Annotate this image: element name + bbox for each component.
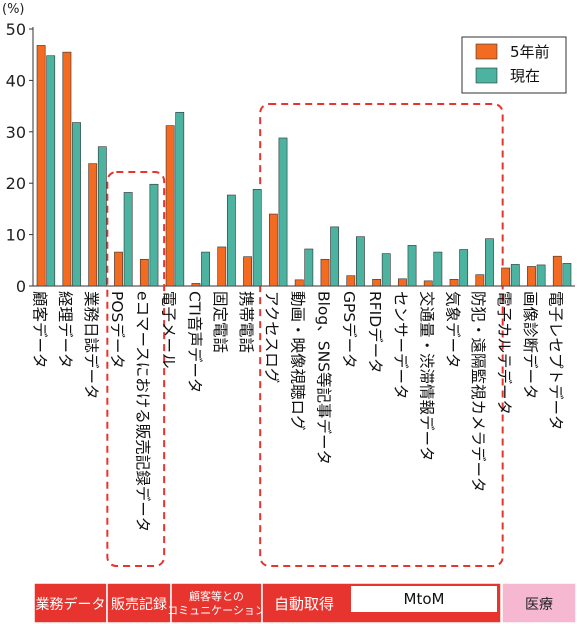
x-tick-label: 電子カルテデータ xyxy=(495,291,514,415)
bar-5年前-eコマースにおける販売記録データ xyxy=(139,258,149,287)
x-tick-label: 顧客データ xyxy=(30,291,49,369)
x-tick-label: センサーデータ xyxy=(392,291,411,400)
unit-label: (%) xyxy=(2,2,25,17)
group-box-販売記録 xyxy=(106,582,172,624)
bar-現在-電子レセプトデータ xyxy=(562,263,572,287)
legend-label-5年前: 5年前 xyxy=(510,43,550,61)
x-tick-label: 業務日誌データ xyxy=(82,291,101,400)
group-box-顧客等とのコミュニケーション xyxy=(170,582,263,624)
highlight-box-販売記録 xyxy=(106,171,166,567)
bar-現在-動画・映像視聴ログ xyxy=(304,248,314,287)
bar-5年前-経理データ xyxy=(62,51,72,287)
group-label-line: コミュニケーション xyxy=(167,604,266,617)
bar-現在-電子カルテデータ xyxy=(510,264,520,287)
bar-現在-アクセスログ xyxy=(278,137,288,287)
y-tick-label: 20 xyxy=(6,174,26,193)
bar-5年前-交通量・渋滞情報データ xyxy=(423,280,433,287)
bar-5年前-携帯電話 xyxy=(243,256,252,287)
bar-現在-POSデータ xyxy=(123,192,133,287)
bar-5年前-センサーデータ xyxy=(398,278,407,287)
x-tick-labels: 顧客データ 経理データ 業務日誌データ POSデータ eコマースにおける販売記録データ電… xyxy=(30,291,565,532)
bar-5年前-RFIDデータ xyxy=(372,279,382,287)
subgroup-label: MtoM xyxy=(404,590,445,608)
legend-swatch-現在 xyxy=(475,67,498,84)
bar-現在-防犯・遠隔監視カメラデータ xyxy=(485,238,494,287)
group-box-医療 xyxy=(501,582,577,624)
highlight-boxes xyxy=(106,103,504,567)
y-tick-label: 0 xyxy=(16,277,26,296)
bar-現在-電子メール xyxy=(175,111,185,287)
bar-現在-固定電話 xyxy=(226,194,236,287)
subgroup-box-MtoM xyxy=(351,586,497,612)
x-tick-label: 防犯・遠隔監視カメラデータ xyxy=(469,291,488,493)
bar-5年前-GPSデータ xyxy=(346,275,356,287)
y-tick-label: 30 xyxy=(6,123,26,142)
x-tick-label: GPSデータ xyxy=(340,291,359,369)
bar-現在-センサーデータ xyxy=(407,245,417,287)
bar-現在-GPSデータ xyxy=(356,236,365,287)
x-tick-label: eコマースにおける販売記録データ xyxy=(134,291,153,532)
axes: 0 10 20 30 40 50 (%) xyxy=(2,2,575,296)
x-tick-label: 経理データ xyxy=(56,291,75,369)
bar-現在-画像診断データ xyxy=(536,264,546,287)
bar-5年前-CTI音声データ xyxy=(191,283,201,287)
group-label: 販売記録 xyxy=(111,596,167,613)
x-tick-label: 気象データ xyxy=(443,291,462,369)
bar-現在-Blog、SNS等記事データ xyxy=(330,226,340,287)
bar-5年前-電子メール xyxy=(165,125,175,287)
bar-5年前-電子レセプトデータ xyxy=(552,255,562,287)
bar-5年前-防犯・遠隔監視カメラデータ xyxy=(475,274,485,287)
group-label: 医療 xyxy=(525,596,553,613)
bar-5年前-POSデータ xyxy=(114,251,123,287)
bar-5年前-動画・映像視聴ログ xyxy=(294,279,304,287)
bar-5年前-業務日誌データ xyxy=(88,163,98,287)
group-label: 自動取得 xyxy=(274,595,334,613)
bars xyxy=(36,45,572,287)
x-tick-label: Blog、SNS等記事データ xyxy=(314,291,333,465)
bar-5年前-Blog、SNS等記事データ xyxy=(320,258,330,287)
bar-5年前-気象データ xyxy=(449,279,459,287)
y-tick-label: 10 xyxy=(6,226,26,245)
bar-現在-気象データ xyxy=(459,249,469,287)
bar-5年前-顧客データ xyxy=(36,45,46,287)
x-tick-label: 電子メール xyxy=(159,291,177,369)
highlight-box-MtoM xyxy=(259,103,504,567)
y-tick-label: 50 xyxy=(6,20,26,39)
x-tick-label: 動画・映像視聴ログ xyxy=(289,291,307,431)
bar-現在-交通量・渋滞情報データ xyxy=(433,251,443,287)
bar-現在-経理データ xyxy=(72,122,81,287)
legend-swatch-5年前 xyxy=(475,43,498,60)
x-tick-label: CTI音声データ xyxy=(185,291,204,393)
bar-5年前-画像診断データ xyxy=(527,266,536,287)
group-label-line: 顧客等との xyxy=(189,589,244,603)
bar-現在-携帯電話 xyxy=(252,189,262,287)
group-label: 業務データ xyxy=(36,596,106,613)
x-tick-label: 携帯電話 xyxy=(237,291,255,353)
x-tick-label: 電子レセプトデータ xyxy=(547,291,566,431)
x-tick-label: 画像診断データ xyxy=(521,291,540,400)
legend-label-現在: 現在 xyxy=(510,67,540,85)
x-tick-label: POSデータ xyxy=(108,291,127,369)
bar-5年前-電子カルテデータ xyxy=(501,267,511,287)
x-tick-label: アクセスログ xyxy=(263,291,281,383)
x-tick-label: RFIDデータ xyxy=(366,291,385,374)
bar-現在-業務日誌データ xyxy=(97,146,107,287)
x-tick-label: 固定電話 xyxy=(211,291,229,353)
x-tick-label: 交通量・渋滞情報データ xyxy=(418,291,437,462)
bar-現在-RFIDデータ xyxy=(381,253,391,287)
bar-現在-CTI音声データ xyxy=(201,251,210,287)
bar-5年前-固定電話 xyxy=(217,246,227,287)
bar-現在-eコマースにおける販売記録データ xyxy=(149,183,159,287)
bar-現在-顧客データ xyxy=(46,55,56,287)
y-tick-label: 40 xyxy=(6,71,26,90)
bar-5年前-アクセスログ xyxy=(268,213,278,287)
